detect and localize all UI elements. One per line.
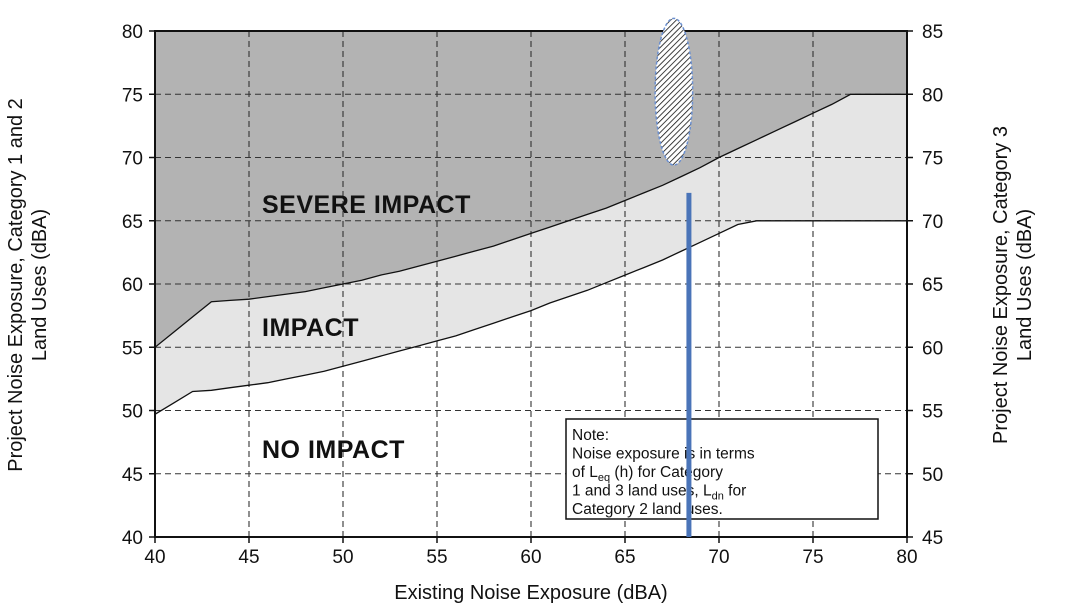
y-axis-left-title-line2: Land Uses (dBA) xyxy=(29,209,51,361)
y-left-tick-label: 80 xyxy=(122,22,143,43)
note-line: of Leq (h) for Category xyxy=(572,464,723,484)
y-right-tick-label: 85 xyxy=(922,22,943,43)
x-tick-label: 65 xyxy=(614,547,635,568)
x-tick-label: 80 xyxy=(896,547,917,568)
x-axis-title: Existing Noise Exposure (dBA) xyxy=(394,582,667,604)
y-left-tick-label: 45 xyxy=(122,465,143,486)
note-frame xyxy=(565,418,879,520)
y-right-tick-label: 70 xyxy=(922,212,943,233)
y-axis-left-title-line1: Project Noise Exposure, Category 1 and 2 xyxy=(5,98,27,472)
y-right-tick-label: 60 xyxy=(922,338,943,359)
impact-threshold-line xyxy=(155,220,907,415)
note-line: Note: xyxy=(572,427,609,444)
no-impact-label: NO IMPACT xyxy=(262,436,405,464)
x-tick-label: 75 xyxy=(802,547,823,568)
y-left-tick-label: 40 xyxy=(122,528,143,549)
y-left-tick-label: 60 xyxy=(122,275,143,296)
y-left-tick-label: 75 xyxy=(122,85,143,106)
y-right-tick-label: 50 xyxy=(922,465,943,486)
x-tick-label: 45 xyxy=(238,547,259,568)
severe-impact-region xyxy=(155,31,907,348)
severe-impact-threshold-line xyxy=(155,93,907,348)
y-right-tick-label: 75 xyxy=(922,149,943,170)
x-tick-label: 40 xyxy=(144,547,165,568)
x-tick-label: 60 xyxy=(520,547,541,568)
y-left-tick-label: 70 xyxy=(122,149,143,170)
impact-label: IMPACT xyxy=(262,314,359,342)
y-left-tick-label: 55 xyxy=(122,338,143,359)
note-line: Noise exposure is in terms xyxy=(572,446,755,463)
grid xyxy=(155,31,907,537)
x-tick-label: 50 xyxy=(332,547,353,568)
y-left-tick-label: 50 xyxy=(122,402,143,423)
y-right-tick-label: 45 xyxy=(922,528,943,549)
hatched-ellipse xyxy=(654,17,694,166)
y-axis-right-title-line1: Project Noise Exposure, Category 3 xyxy=(990,126,1012,444)
note-line: Category 2 land uses. xyxy=(572,501,723,518)
y-right-tick-label: 65 xyxy=(922,275,943,296)
y-right-tick-label: 55 xyxy=(922,402,943,423)
y-axis-right-title-line2: Land Uses (dBA) xyxy=(1014,209,1036,361)
x-tick-label: 70 xyxy=(708,547,729,568)
note-line: 1 and 3 land uses, Ldn for xyxy=(572,483,746,503)
y-right-tick-label: 80 xyxy=(922,85,943,106)
y-left-tick-label: 65 xyxy=(122,212,143,233)
severe-impact-label: SEVERE IMPACT xyxy=(262,191,471,219)
x-tick-label: 55 xyxy=(426,547,447,568)
